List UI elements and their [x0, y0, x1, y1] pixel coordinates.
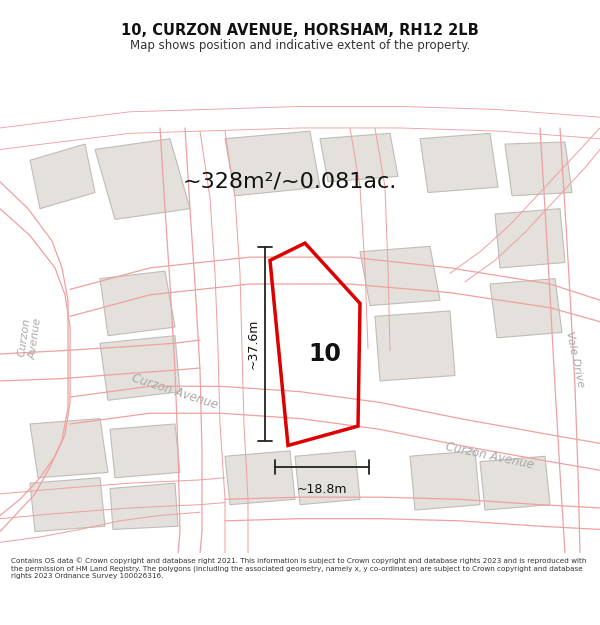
- Text: ~37.6m: ~37.6m: [247, 319, 260, 369]
- Polygon shape: [495, 209, 565, 268]
- Polygon shape: [30, 478, 105, 532]
- Polygon shape: [225, 451, 295, 505]
- Text: 10, CURZON AVENUE, HORSHAM, RH12 2LB: 10, CURZON AVENUE, HORSHAM, RH12 2LB: [121, 23, 479, 38]
- Text: ~328m²/~0.081ac.: ~328m²/~0.081ac.: [183, 172, 397, 192]
- Text: Vale Drive: Vale Drive: [564, 331, 586, 388]
- Text: Curzon Avenue: Curzon Avenue: [445, 441, 535, 472]
- Polygon shape: [30, 419, 108, 478]
- Text: Curzon Avenue: Curzon Avenue: [130, 372, 220, 412]
- Polygon shape: [95, 139, 190, 219]
- Polygon shape: [375, 311, 455, 381]
- Text: Map shows position and indicative extent of the property.: Map shows position and indicative extent…: [130, 39, 470, 51]
- Polygon shape: [110, 483, 178, 529]
- Polygon shape: [295, 451, 360, 505]
- Polygon shape: [100, 271, 175, 336]
- Polygon shape: [505, 142, 572, 196]
- Polygon shape: [490, 279, 562, 338]
- Text: Curzon
Avenue: Curzon Avenue: [16, 316, 44, 360]
- Polygon shape: [100, 336, 180, 400]
- Text: ~18.8m: ~18.8m: [297, 483, 347, 496]
- Polygon shape: [320, 133, 398, 182]
- Polygon shape: [360, 246, 440, 306]
- Polygon shape: [225, 131, 320, 196]
- Polygon shape: [110, 424, 180, 478]
- Polygon shape: [480, 456, 550, 510]
- Polygon shape: [420, 133, 498, 192]
- Polygon shape: [30, 144, 95, 209]
- Text: Contains OS data © Crown copyright and database right 2021. This information is : Contains OS data © Crown copyright and d…: [11, 558, 586, 579]
- Polygon shape: [410, 451, 480, 510]
- Text: 10: 10: [308, 342, 341, 366]
